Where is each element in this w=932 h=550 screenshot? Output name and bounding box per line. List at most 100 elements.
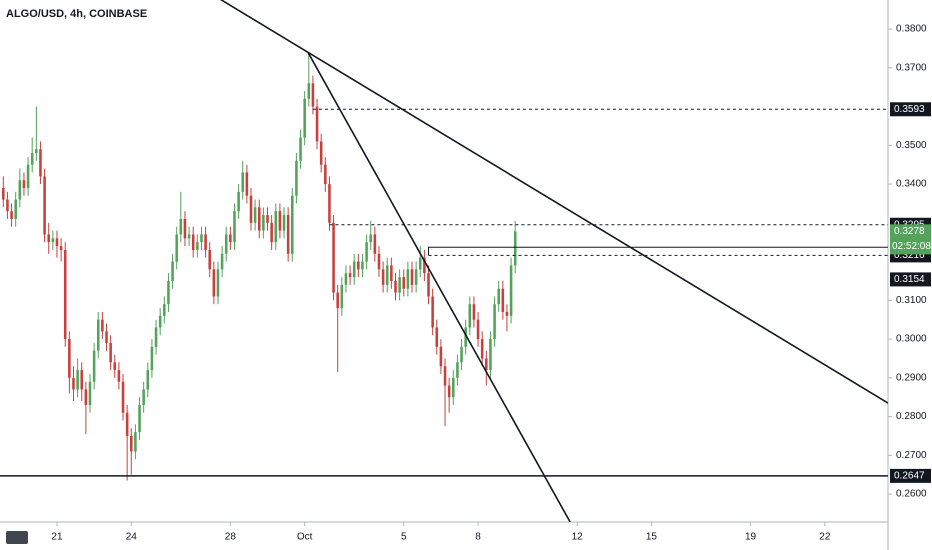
candle-body	[464, 327, 467, 347]
candle-body	[43, 176, 46, 235]
candle-body	[51, 238, 55, 243]
candle-body	[485, 358, 488, 371]
candle-body	[125, 412, 129, 436]
candle-body	[509, 265, 513, 316]
candle-body	[476, 319, 480, 340]
candle-body	[282, 215, 286, 231]
plot-area	[0, 0, 888, 522]
candle-body	[76, 370, 79, 390]
x-tick-label: 5	[401, 532, 407, 543]
candle-body	[352, 261, 356, 278]
candle-body	[237, 191, 240, 212]
candle-body	[390, 265, 393, 281]
candle-body	[270, 222, 273, 243]
candle-body	[158, 315, 162, 328]
candle-body	[311, 83, 315, 107]
candle-body	[394, 280, 397, 293]
candle-body	[88, 381, 92, 405]
candle-body	[80, 370, 84, 390]
candle-body	[423, 257, 426, 274]
chart-title: ALGO/USD, 4h, COINBASE	[6, 8, 147, 20]
x-tick-label: 12	[572, 532, 584, 543]
candle-body	[513, 231, 517, 266]
tv-logo	[6, 531, 28, 544]
candle-body	[303, 98, 306, 138]
candle-body	[171, 261, 174, 281]
candle-body	[340, 284, 344, 309]
candle-body	[480, 339, 484, 359]
candle-body	[224, 234, 228, 254]
candle-body	[501, 288, 505, 312]
candle-body	[315, 106, 319, 142]
candle-body	[216, 269, 220, 297]
y-tick-label: 0.3500	[896, 140, 927, 151]
y-tick-label: 0.2600	[896, 489, 927, 500]
level-label-box	[890, 468, 931, 483]
candle-body	[369, 234, 373, 243]
x-tick-label: 21	[51, 532, 63, 543]
candle-body	[295, 160, 298, 196]
candle-body	[229, 234, 232, 243]
candle-body	[472, 304, 476, 320]
candle-body	[130, 435, 133, 452]
candle-body	[435, 327, 439, 347]
x-tick-label: 15	[646, 532, 658, 543]
candle-body	[431, 296, 434, 328]
candle-body	[385, 265, 389, 285]
y-tick-label: 0.2700	[896, 450, 927, 461]
candle-body	[377, 253, 381, 270]
y-tick-label: 0.3700	[896, 62, 927, 73]
candle-body	[150, 346, 154, 371]
candle-body	[179, 218, 183, 235]
candle-body	[35, 149, 38, 154]
trend-line	[219, 0, 888, 404]
x-tick-label: 24	[126, 532, 138, 543]
candle-body	[299, 137, 302, 161]
candle-body	[241, 172, 245, 192]
candle-body	[253, 207, 257, 223]
level-label-box	[890, 272, 931, 287]
y-tick-label: 0.2900	[896, 372, 927, 383]
candle-body	[163, 304, 166, 316]
level-label: 0.3593	[894, 104, 925, 115]
candle-body	[456, 362, 459, 378]
candle-body	[84, 389, 88, 405]
candle-body	[307, 83, 311, 99]
candle-body	[26, 164, 30, 188]
candle-body	[63, 249, 67, 340]
candle-body	[138, 404, 141, 433]
y-tick-label: 0.3100	[896, 295, 927, 306]
trend-line	[307, 51, 571, 522]
x-tick-label: 19	[745, 532, 757, 543]
candle-body	[68, 339, 71, 378]
candle-body	[14, 199, 17, 219]
candle-body	[39, 149, 42, 177]
candle-body	[92, 350, 96, 382]
candle-body	[497, 288, 500, 305]
candle-body	[402, 277, 406, 289]
candle-body	[167, 280, 170, 305]
candle-body	[328, 184, 331, 223]
candle-body	[142, 389, 145, 405]
candle-body	[373, 234, 377, 254]
candle-body	[183, 218, 187, 239]
candle-body	[332, 222, 335, 293]
candle-body	[447, 385, 451, 398]
candle-body	[406, 269, 410, 289]
candle-body	[418, 257, 422, 270]
candle-body	[191, 234, 195, 250]
level-label: 0.3154	[894, 274, 925, 285]
candle-body	[187, 234, 191, 239]
candle-body	[468, 304, 472, 328]
candle-body	[427, 273, 430, 297]
candle-body	[10, 211, 13, 219]
candle-body	[220, 253, 224, 270]
x-tick-label: 8	[475, 532, 481, 543]
candle-body	[505, 311, 509, 316]
candle-body	[117, 370, 121, 382]
candle-body	[154, 327, 158, 347]
candle-body	[146, 370, 150, 390]
candle-body	[257, 207, 261, 231]
candle-body	[55, 238, 59, 247]
